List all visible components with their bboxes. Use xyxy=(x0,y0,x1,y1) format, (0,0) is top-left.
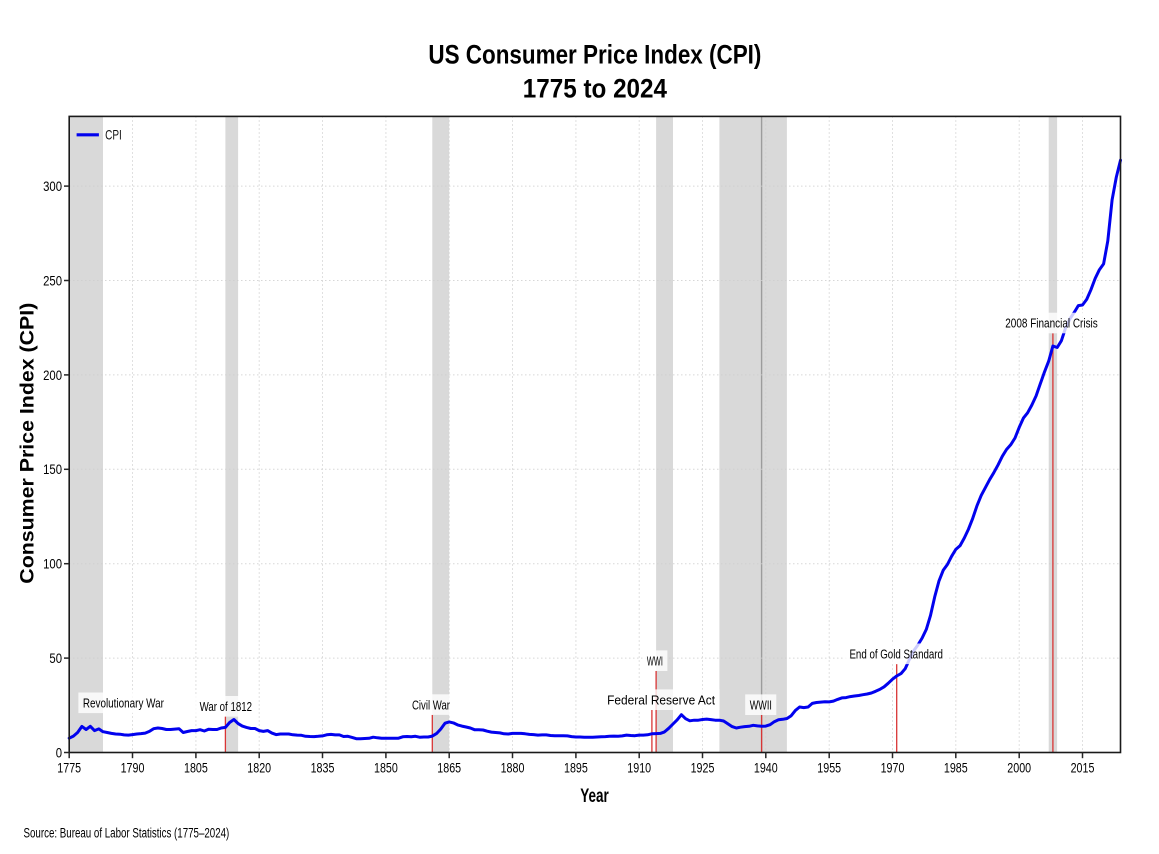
svg-text:1835: 1835 xyxy=(311,759,335,775)
svg-text:1775 to 2024: 1775 to 2024 xyxy=(523,74,667,104)
svg-text:1805: 1805 xyxy=(184,759,208,775)
svg-text:1895: 1895 xyxy=(564,759,588,775)
svg-text:CPI: CPI xyxy=(105,127,122,143)
svg-text:300: 300 xyxy=(43,178,62,194)
svg-text:1850: 1850 xyxy=(374,759,398,775)
svg-text:2000: 2000 xyxy=(1007,759,1031,775)
svg-text:1910: 1910 xyxy=(627,759,651,775)
svg-text:Civil War: Civil War xyxy=(412,697,450,712)
svg-text:2008 Financial Crisis: 2008 Financial Crisis xyxy=(1005,316,1098,331)
svg-text:1925: 1925 xyxy=(691,759,715,775)
svg-text:US Consumer Price Index (CPI): US Consumer Price Index (CPI) xyxy=(428,40,761,70)
svg-text:End of Gold Standard: End of Gold Standard xyxy=(849,647,943,662)
svg-text:1985: 1985 xyxy=(944,759,968,775)
svg-text:1790: 1790 xyxy=(121,759,145,775)
svg-text:WWII: WWII xyxy=(750,697,772,712)
svg-text:1775: 1775 xyxy=(57,759,81,775)
svg-text:1880: 1880 xyxy=(501,759,525,775)
svg-text:0: 0 xyxy=(56,744,62,760)
svg-text:150: 150 xyxy=(43,461,62,477)
svg-text:Consumer Price Index (CPI): Consumer Price Index (CPI) xyxy=(18,303,39,584)
svg-text:WWI: WWI xyxy=(647,653,663,668)
svg-text:Revolutionary War: Revolutionary War xyxy=(83,696,165,711)
svg-text:1970: 1970 xyxy=(881,759,905,775)
svg-text:100: 100 xyxy=(43,556,62,572)
svg-text:50: 50 xyxy=(49,650,62,666)
svg-text:1940: 1940 xyxy=(754,759,778,775)
svg-text:2015: 2015 xyxy=(1071,759,1095,775)
svg-text:250: 250 xyxy=(43,272,62,288)
svg-text:Year: Year xyxy=(580,786,609,807)
svg-text:200: 200 xyxy=(43,367,62,383)
svg-text:Federal Reserve Act: Federal Reserve Act xyxy=(607,692,715,707)
svg-text:Source: Bureau of Labor Statis: Source: Bureau of Labor Statistics (1775… xyxy=(24,826,230,842)
svg-text:1955: 1955 xyxy=(817,759,841,775)
svg-text:1865: 1865 xyxy=(437,759,461,775)
svg-text:1820: 1820 xyxy=(247,759,271,775)
svg-text:War of 1812: War of 1812 xyxy=(200,699,252,714)
